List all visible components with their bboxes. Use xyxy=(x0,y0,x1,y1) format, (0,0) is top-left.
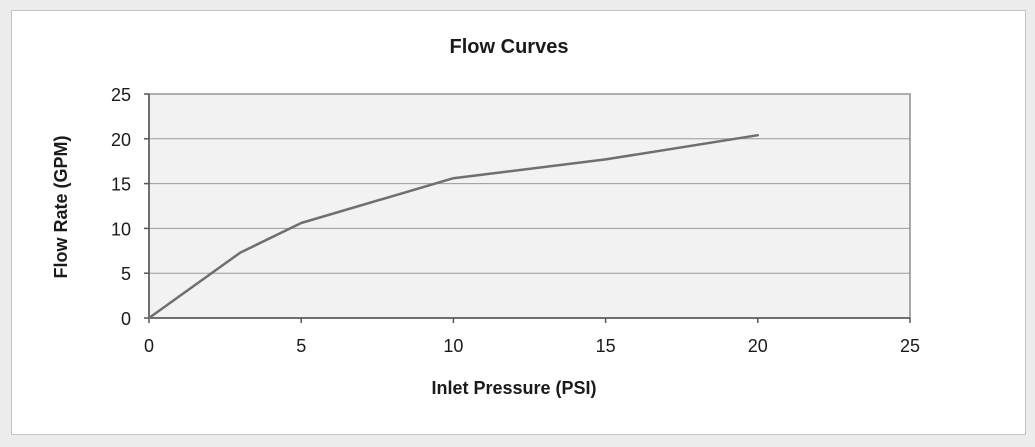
plot-area xyxy=(148,93,911,319)
y-tick-label: 15 xyxy=(111,175,131,195)
y-tick-label: 10 xyxy=(111,219,131,239)
x-tick-label: 0 xyxy=(144,336,154,356)
series-line xyxy=(147,133,760,320)
y-tick-labels: 0 5 10 15 20 25 xyxy=(111,85,131,329)
x-tick-label: 10 xyxy=(443,336,463,356)
x-tick-label: 20 xyxy=(748,336,768,356)
x-tick-label: 5 xyxy=(296,336,306,356)
axes xyxy=(144,93,911,323)
y-axis-title: Flow Rate (GPM) xyxy=(51,135,71,278)
y-tick-label: 0 xyxy=(121,309,131,329)
y-tick-label: 20 xyxy=(111,130,131,150)
chart-title: Flow Curves xyxy=(450,36,569,58)
y-tick-label: 25 xyxy=(111,85,131,105)
y-tick-label: 5 xyxy=(121,264,131,284)
x-tick-label: 25 xyxy=(900,336,920,356)
x-tick-label: 15 xyxy=(596,336,616,356)
x-tick-labels: 0 5 10 15 20 25 xyxy=(144,336,920,356)
data-series xyxy=(147,133,760,320)
gridlines xyxy=(149,93,910,274)
x-axis-title: Inlet Pressure (PSI) xyxy=(431,378,596,398)
